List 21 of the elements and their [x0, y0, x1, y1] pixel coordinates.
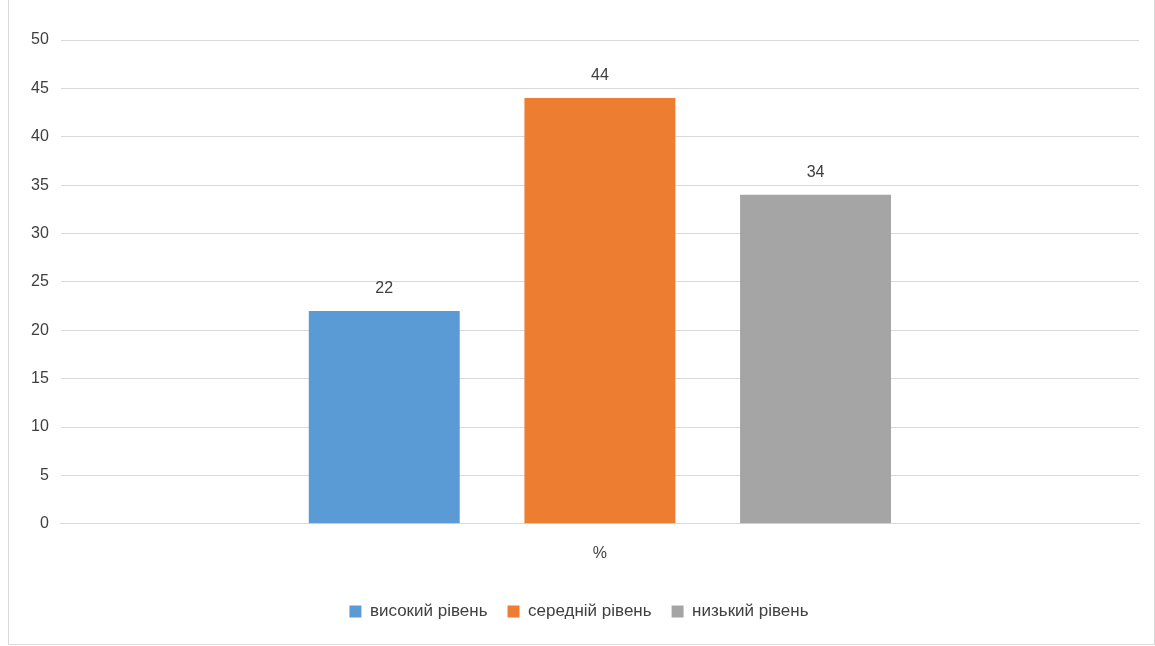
data-label: 22	[375, 279, 394, 297]
legend-label: середній рівень	[528, 601, 652, 621]
y-tick-label: 20	[31, 320, 49, 338]
data-label: 44	[591, 66, 609, 84]
y-tick-label: 30	[31, 223, 49, 241]
y-tick-label: 0	[39, 514, 49, 532]
y-tick-label: 35	[31, 175, 49, 193]
bar	[308, 310, 460, 524]
y-tick-label: 5	[39, 465, 49, 483]
x-tick-label: %	[592, 543, 608, 561]
y-tick-label: 15	[31, 369, 49, 387]
bar	[740, 194, 892, 524]
bar	[524, 98, 676, 524]
data-label: 34	[806, 163, 825, 181]
legend-label: низький рівень	[692, 601, 809, 621]
y-tick-label: 40	[31, 127, 49, 145]
legend-label: високий рівень	[369, 601, 488, 621]
y-tick-label: 25	[31, 272, 49, 290]
y-tick-label: 45	[31, 78, 49, 96]
y-tick-label: 10	[31, 417, 49, 435]
y-tick-label: 50	[31, 30, 49, 48]
